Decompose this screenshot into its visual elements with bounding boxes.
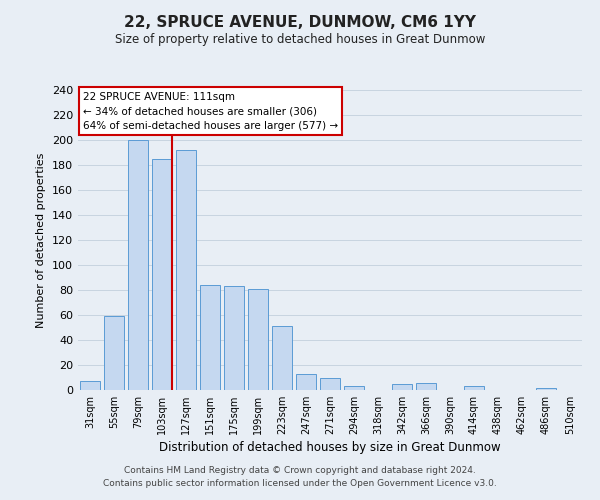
X-axis label: Distribution of detached houses by size in Great Dunmow: Distribution of detached houses by size … xyxy=(159,441,501,454)
Bar xyxy=(392,384,412,390)
Y-axis label: Number of detached properties: Number of detached properties xyxy=(37,152,46,328)
Bar xyxy=(176,150,196,390)
Bar xyxy=(536,388,556,390)
Bar xyxy=(344,386,364,390)
Bar xyxy=(80,381,100,390)
Bar xyxy=(224,286,244,390)
Bar xyxy=(272,326,292,390)
Text: Size of property relative to detached houses in Great Dunmow: Size of property relative to detached ho… xyxy=(115,32,485,46)
Bar xyxy=(248,289,268,390)
Bar xyxy=(128,140,148,390)
Text: Contains HM Land Registry data © Crown copyright and database right 2024.
Contai: Contains HM Land Registry data © Crown c… xyxy=(103,466,497,487)
Text: 22, SPRUCE AVENUE, DUNMOW, CM6 1YY: 22, SPRUCE AVENUE, DUNMOW, CM6 1YY xyxy=(124,15,476,30)
Bar xyxy=(416,382,436,390)
Bar xyxy=(152,159,172,390)
Bar xyxy=(104,316,124,390)
Bar xyxy=(464,386,484,390)
Bar xyxy=(320,378,340,390)
Text: 22 SPRUCE AVENUE: 111sqm
← 34% of detached houses are smaller (306)
64% of semi-: 22 SPRUCE AVENUE: 111sqm ← 34% of detach… xyxy=(83,92,338,131)
Bar xyxy=(296,374,316,390)
Bar xyxy=(200,285,220,390)
